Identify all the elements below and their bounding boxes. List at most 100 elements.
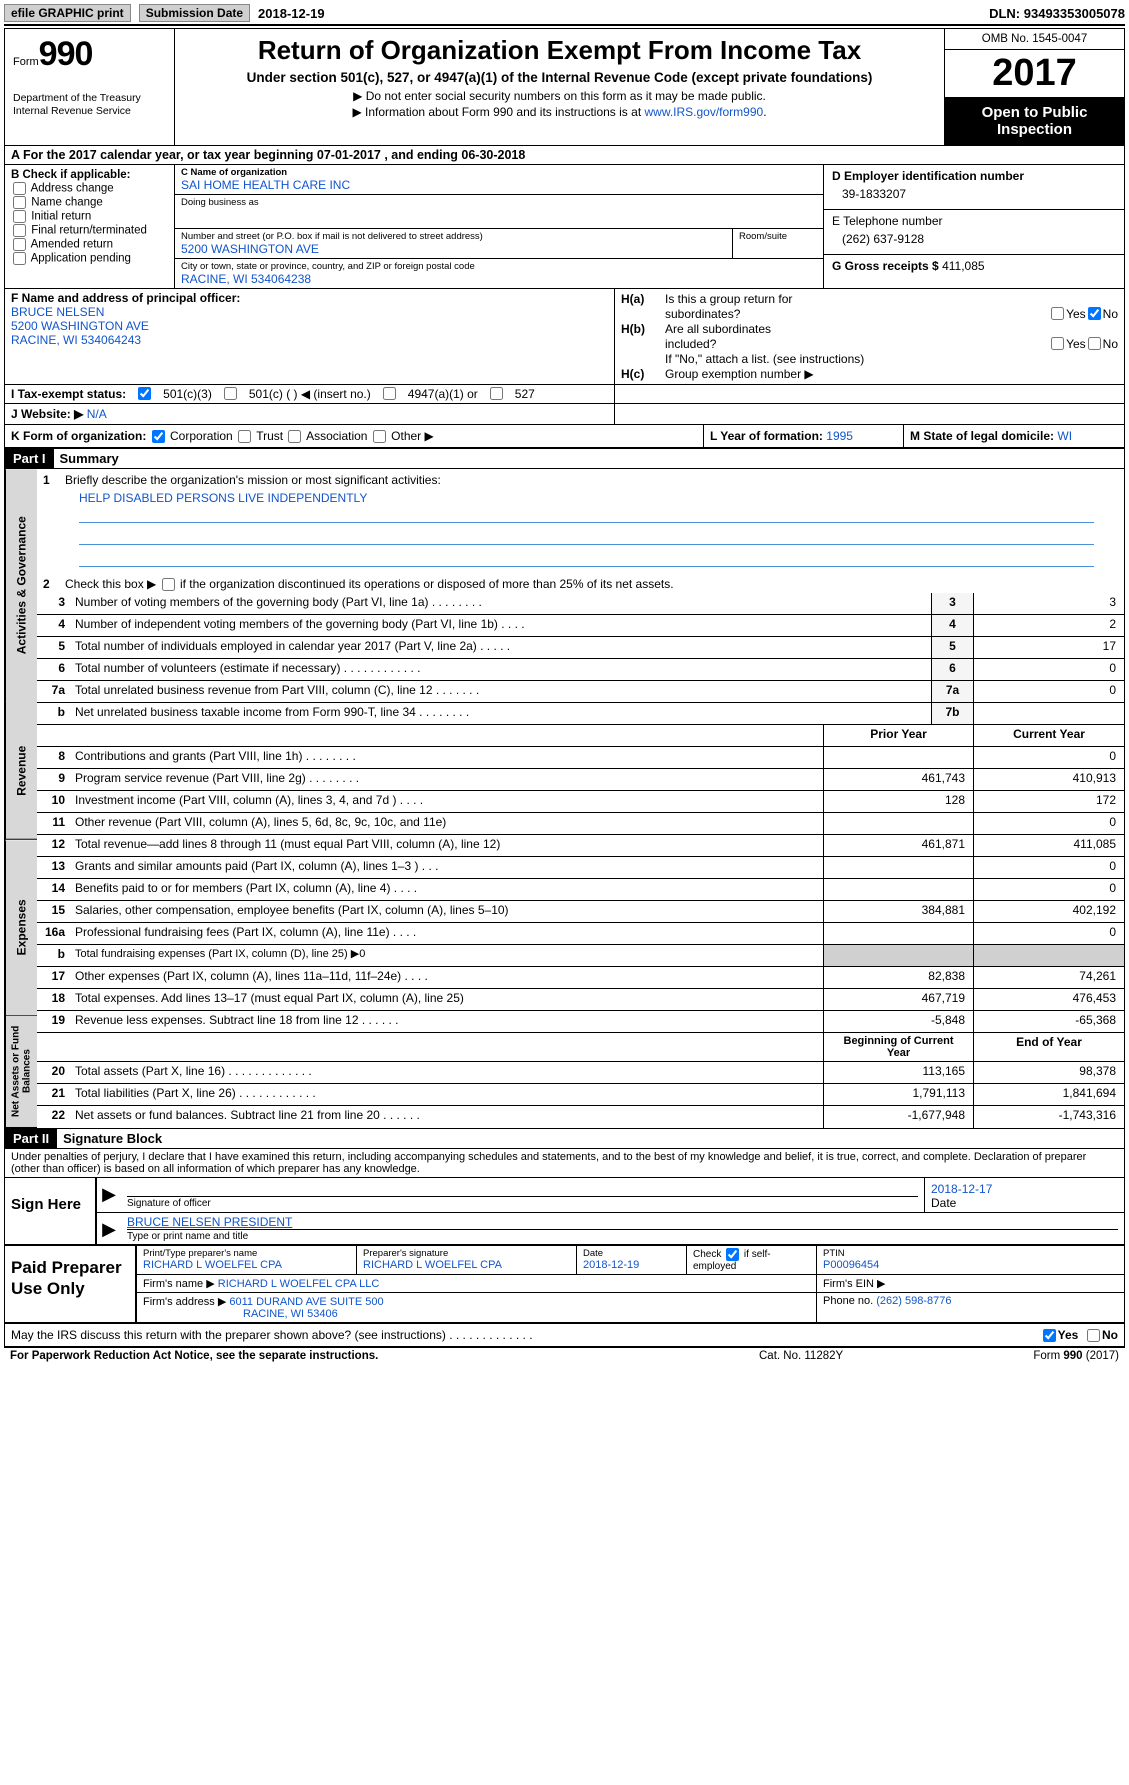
chk-discuss-no[interactable]	[1087, 1329, 1100, 1342]
row-num: 14	[37, 879, 69, 900]
row-num: 11	[37, 813, 69, 834]
gross-receipts: 411,085	[942, 259, 985, 273]
row-desc: Total revenue—add lines 8 through 11 (mu…	[69, 835, 824, 856]
chk-association[interactable]	[288, 430, 301, 443]
row-prior: 461,871	[824, 835, 974, 856]
row-num: 18	[37, 989, 69, 1010]
lbl-no2: No	[1103, 337, 1118, 351]
chk-ha-yes[interactable]	[1051, 307, 1064, 320]
chk-501c[interactable]	[224, 387, 237, 400]
chk-hb-yes[interactable]	[1051, 337, 1064, 350]
chk-address-change[interactable]	[13, 182, 26, 195]
box-l-label: L Year of formation:	[710, 429, 823, 443]
row-prior	[824, 879, 974, 900]
sign-here-label: Sign Here	[5, 1178, 95, 1244]
open-to-public-2: Inspection	[949, 121, 1120, 138]
chk-self-employed[interactable]	[726, 1248, 739, 1261]
submission-date: 2018-12-19	[258, 6, 325, 21]
self-employed-label: Check	[693, 1249, 721, 1260]
firm-addr2: RACINE, WI 53406	[143, 1308, 810, 1320]
firm-addr-label: Firm's address ▶	[143, 1296, 226, 1308]
row-current: 411,085	[974, 835, 1124, 856]
row-desc: Number of voting members of the governin…	[69, 593, 932, 614]
lbl-corporation: Corporation	[170, 429, 233, 443]
row-current: 0	[974, 857, 1124, 878]
row-boxnum: 5	[932, 637, 974, 658]
box-b-label: B Check if applicable:	[11, 169, 168, 181]
paperwork-notice: For Paperwork Reduction Act Notice, see …	[10, 1350, 759, 1362]
box-f-label: F Name and address of principal officer:	[11, 291, 608, 305]
row-num: 20	[37, 1062, 69, 1083]
return-subtitle: Under section 501(c), 527, or 4947(a)(1)…	[193, 70, 926, 87]
sign-arrow-icon-2: ▶	[97, 1213, 121, 1244]
lbl-association: Association	[306, 429, 367, 443]
prep-name-label: Print/Type preparer's name	[143, 1248, 350, 1259]
row-current	[974, 945, 1124, 966]
h-a-text1: Is this a group return for	[665, 292, 792, 306]
row-desc: Total fundraising expenses (Part IX, col…	[69, 945, 824, 966]
row-num: 21	[37, 1084, 69, 1105]
box-j-label: J Website: ▶	[11, 407, 83, 421]
top-bar: efile GRAPHIC print Submission Date 2018…	[4, 4, 1125, 26]
website-value: N/A	[87, 407, 107, 421]
row-boxnum: 7a	[932, 681, 974, 702]
firm-name: RICHARD L WOELFEL CPA LLC	[218, 1278, 380, 1290]
prep-sig-label: Preparer's signature	[363, 1248, 570, 1259]
chk-527[interactable]	[490, 387, 503, 400]
firm-name-label: Firm's name ▶	[143, 1278, 215, 1290]
room-label: Room/suite	[739, 231, 817, 242]
chk-501c3[interactable]	[138, 387, 151, 400]
chk-discontinued[interactable]	[162, 578, 175, 591]
open-to-public-1: Open to Public	[949, 104, 1120, 121]
irs-link[interactable]: www.IRS.gov/form990	[644, 105, 763, 119]
row-num: 17	[37, 967, 69, 988]
street-label: Number and street (or P.O. box if mail i…	[181, 231, 726, 242]
row-prior	[824, 923, 974, 944]
chk-discuss-yes[interactable]	[1043, 1329, 1056, 1342]
h-a-text2: subordinates?	[665, 307, 1049, 321]
form-number-footer: Form 990 (2017)	[959, 1350, 1119, 1362]
prep-phone: (262) 598-8776	[876, 1295, 951, 1307]
chk-corporation[interactable]	[152, 430, 165, 443]
row-current: 0	[974, 747, 1124, 768]
row-desc: Total unrelated business revenue from Pa…	[69, 681, 932, 702]
mission-text: HELP DISABLED PERSONS LIVE INDEPENDENTLY	[37, 491, 1124, 505]
signature-date: 2018-12-17	[931, 1182, 1118, 1196]
chk-hb-no[interactable]	[1088, 337, 1101, 350]
row-num: 7a	[37, 681, 69, 702]
chk-amended-return[interactable]	[13, 238, 26, 251]
tab-governance: Activities & Governance	[5, 469, 37, 702]
dept-treasury: Department of the Treasury	[13, 92, 166, 105]
year-formation: 1995	[826, 429, 853, 443]
form-number: 990	[39, 35, 93, 74]
h-b-label: H(b)	[621, 322, 665, 336]
row-desc: Revenue less expenses. Subtract line 18 …	[69, 1011, 824, 1032]
lbl-other: Other ▶	[391, 429, 434, 443]
row-current: 0	[974, 879, 1124, 900]
lbl-initial-return: Initial return	[31, 210, 91, 222]
lbl-527: 527	[515, 387, 535, 401]
lbl-application-pending: Application pending	[31, 252, 131, 264]
chk-4947[interactable]	[383, 387, 396, 400]
officer-addr1: 5200 WASHINGTON AVE	[11, 319, 608, 333]
lbl-4947: 4947(a)(1) or	[408, 387, 478, 401]
efile-print-button[interactable]: efile GRAPHIC print	[4, 4, 131, 22]
row-desc: Contributions and grants (Part VIII, lin…	[69, 747, 824, 768]
chk-initial-return[interactable]	[13, 210, 26, 223]
officer-typed-name: BRUCE NELSEN PRESIDENT	[127, 1215, 1118, 1229]
chk-name-change[interactable]	[13, 196, 26, 209]
chk-application-pending[interactable]	[13, 252, 26, 265]
perjury-statement: Under penalties of perjury, I declare th…	[5, 1149, 1124, 1178]
chk-trust[interactable]	[238, 430, 251, 443]
firm-addr1: 6011 DURAND AVE SUITE 500	[229, 1296, 383, 1308]
chk-other[interactable]	[373, 430, 386, 443]
dba-label: Doing business as	[181, 197, 817, 208]
ssn-note: ▶ Do not enter social security numbers o…	[193, 89, 926, 103]
chk-ha-no[interactable]	[1088, 307, 1101, 320]
row-desc: Total liabilities (Part X, line 26) . . …	[69, 1084, 824, 1105]
chk-final-return[interactable]	[13, 224, 26, 237]
row-prior: -5,848	[824, 1011, 974, 1032]
row-current: 410,913	[974, 769, 1124, 790]
box-m-label: M State of legal domicile:	[910, 429, 1054, 443]
row-boxnum: 3	[932, 593, 974, 614]
